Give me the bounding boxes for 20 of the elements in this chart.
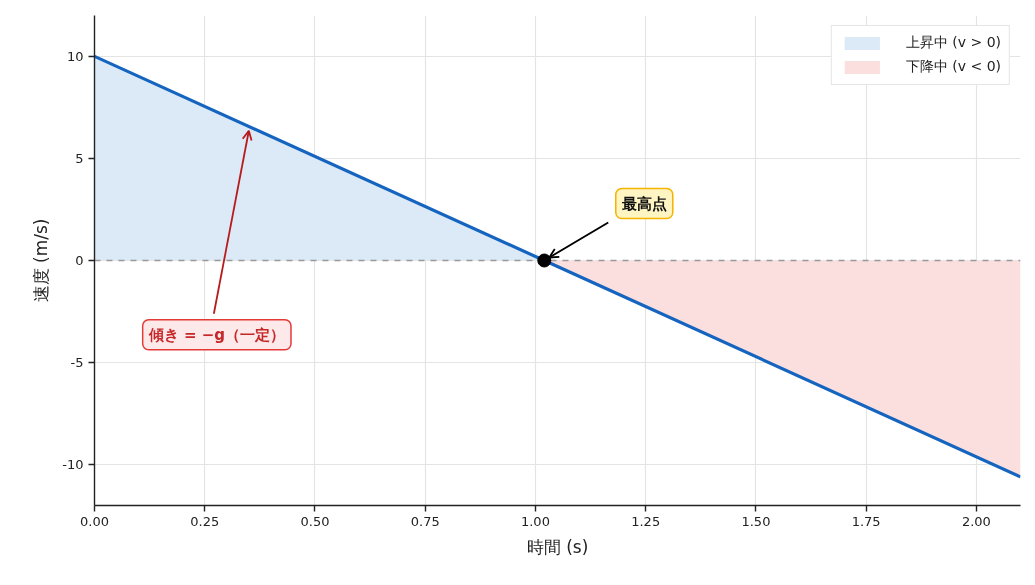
y-axis-title: 速度 (m/s) [31, 218, 52, 303]
x-tick-label: 0.25 [190, 513, 220, 529]
y-tick-label: 5 [75, 150, 84, 166]
y-tick-label: 0 [75, 253, 84, 268]
x-tick-label: 0.00 [80, 513, 109, 529]
x-tick-label: 0.50 [300, 513, 330, 529]
x-tick-label: 1.75 [851, 513, 881, 529]
y-tick-label: -10 [62, 457, 84, 473]
legend-label: 下降中 (v < 0) [905, 58, 1001, 76]
x-tick-label: 2.00 [961, 513, 991, 529]
x-tick-label: 0.75 [410, 513, 440, 529]
x-axis-title: 時間 (s) [526, 536, 589, 557]
legend-label: 上昇中 (v > 0) [905, 34, 1001, 52]
y-tick-label: -5 [70, 355, 84, 371]
x-tick-label: 1.00 [520, 513, 550, 529]
x-tick-label: 1.25 [631, 513, 661, 529]
x-tick-label: 1.50 [741, 513, 771, 529]
annotation: 最高点 [620, 194, 667, 213]
y-tick-label: 10 [66, 48, 84, 64]
annotation: 傾き = −g（一定） [147, 325, 285, 344]
